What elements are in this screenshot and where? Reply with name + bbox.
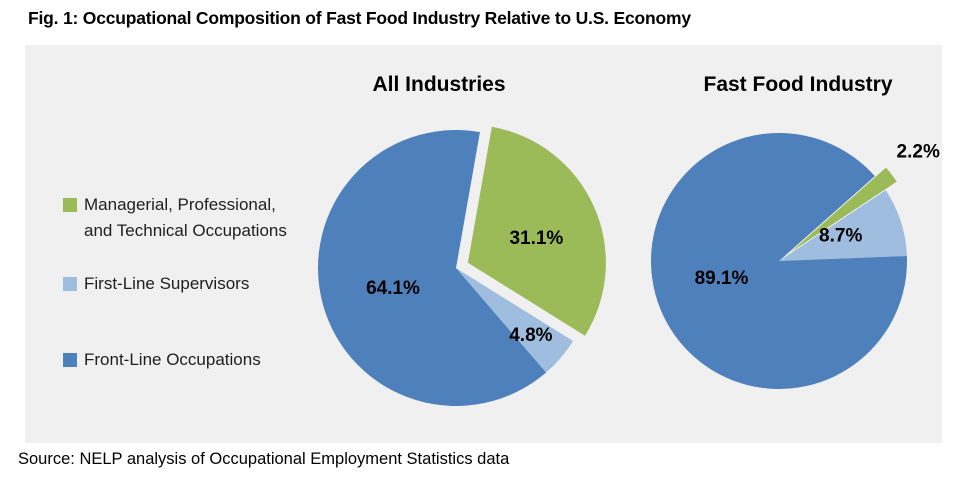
chart-title-all-industries: All Industries xyxy=(372,73,506,96)
pie-slice-ff-2 xyxy=(650,132,907,389)
source-note: Source: NELP analysis of Occupational Em… xyxy=(18,450,510,468)
pie-slice-ff-0 xyxy=(790,167,897,253)
legend-item-frontline: Front-Line Occupations xyxy=(63,347,261,373)
pie-label-all-frontline: 64.1% xyxy=(366,278,420,299)
pie-slice-ff-1 xyxy=(779,190,907,261)
legend-swatch-frontline-icon xyxy=(63,353,77,367)
pie-slice-all-0 xyxy=(467,126,606,336)
legend-label-supervisors: First-Line Supervisors xyxy=(84,274,250,293)
pie-slice-all-2 xyxy=(317,130,547,407)
legend-swatch-supervisors-icon xyxy=(63,277,77,291)
legend-label-frontline: Front-Line Occupations xyxy=(84,350,261,369)
chart-panel: All Industries Fast Food Industry 31.1% … xyxy=(25,45,942,443)
pie-label-ff-managerial: 2.2% xyxy=(897,142,940,163)
chart-legend: Managerial, Professional, and Technical … xyxy=(25,45,325,443)
pie-fast-food xyxy=(650,132,907,389)
legend-label-managerial: Managerial, Professional, and Technical … xyxy=(84,195,287,240)
pie-slice-all-1 xyxy=(456,268,574,373)
pie-all-industries xyxy=(317,126,606,407)
pie-label-ff-frontline: 89.1% xyxy=(695,268,749,289)
pie-label-all-supervisors: 4.8% xyxy=(509,325,552,346)
pie-label-all-managerial: 31.1% xyxy=(509,228,563,249)
legend-item-supervisors: First-Line Supervisors xyxy=(63,271,249,297)
pie-charts-canvas: 31.1% 4.8% 64.1% 2.2% 8.7% 89.1% xyxy=(317,126,940,407)
pie-fast-food-labels: 2.2% 8.7% 89.1% xyxy=(695,142,940,289)
figure-title: Fig. 1: Occupational Composition of Fast… xyxy=(28,8,691,28)
pie-all-industries-labels: 31.1% 4.8% 64.1% xyxy=(366,228,563,346)
legend-item-managerial: Managerial, Professional, and Technical … xyxy=(63,192,292,244)
chart-title-fast-food: Fast Food Industry xyxy=(703,73,893,96)
pie-label-ff-supervisors: 8.7% xyxy=(819,226,862,247)
legend-swatch-managerial-icon xyxy=(63,198,77,212)
